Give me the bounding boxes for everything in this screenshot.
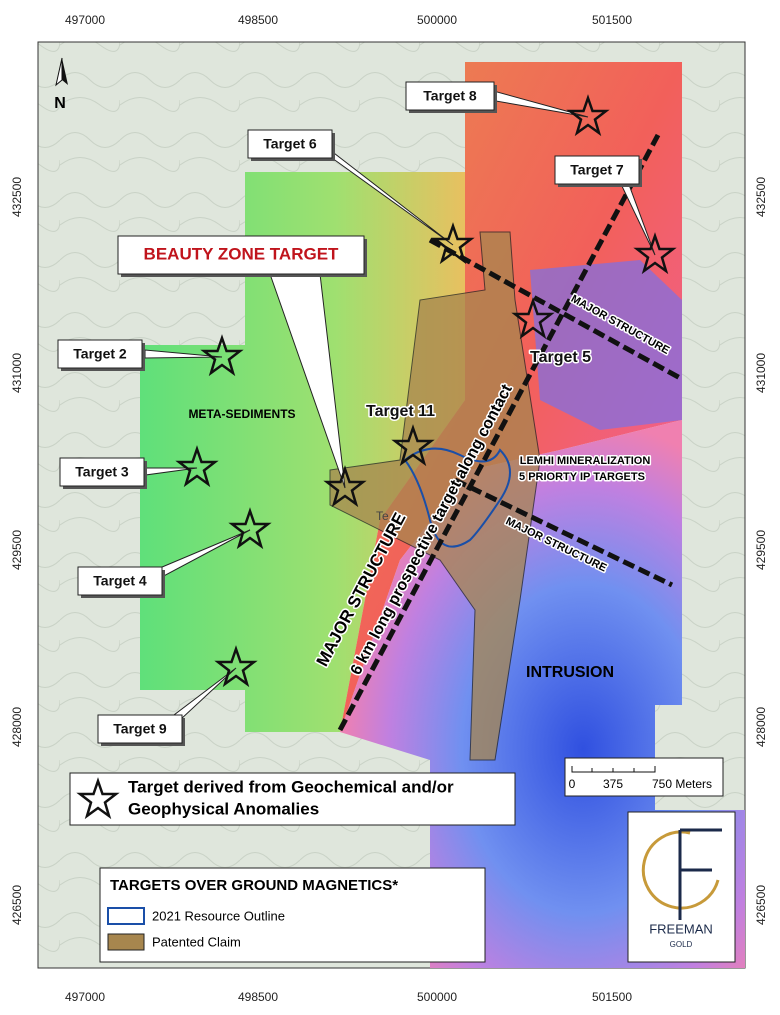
target-label: Target 8	[423, 88, 477, 104]
label-box	[97, 714, 183, 744]
target-label: Target 9	[113, 721, 167, 737]
logo-mark	[678, 828, 722, 920]
x-coord-label: 497000	[65, 13, 105, 27]
magnetics-west	[140, 172, 465, 732]
y-coord-label: 428000	[10, 707, 24, 747]
legend-swatch	[107, 907, 145, 925]
legend-text: Target derived from Geochemical and/or	[128, 777, 454, 796]
x-coord-label: 501500	[592, 990, 632, 1004]
label-box	[117, 235, 365, 275]
x-coord-label: 500000	[417, 990, 457, 1004]
y-coord-label: 426500	[754, 885, 768, 925]
logo-name: FREEMAN	[649, 921, 713, 936]
structure-line	[453, 477, 674, 588]
label-box	[59, 457, 145, 487]
target-label: Target 6	[263, 136, 317, 152]
target-label: Target 7	[570, 162, 624, 178]
annotation: INTRUSION	[526, 664, 614, 681]
annotation: META-SEDIMENTS	[188, 407, 295, 421]
y-coord-label: 426500	[10, 885, 24, 925]
patented-claim	[329, 231, 541, 761]
legend-title: TARGETS OVER GROUND MAGNETICS*	[110, 877, 398, 894]
label-box	[405, 81, 495, 111]
legend	[99, 867, 486, 963]
star-legend	[69, 772, 516, 826]
y-coord-label: 428000	[754, 707, 768, 747]
y-coord-label: 431000	[754, 353, 768, 393]
structure-line	[337, 133, 661, 732]
beauty-zone-label: BEAUTY ZONE TARGET	[144, 244, 339, 263]
y-coord-label: 429500	[10, 530, 24, 570]
annotation: Te	[376, 509, 389, 523]
annotation: LEMHI MINERALIZATION	[520, 455, 651, 467]
coordinates: 497000 497000 498500 498500 500000 500000 5015…	[10, 13, 768, 1004]
target-stars	[175, 94, 677, 688]
scale-label: 375	[603, 777, 623, 791]
target-star	[323, 465, 367, 508]
y-coord-label: 432500	[10, 177, 24, 217]
resource-outline	[404, 447, 511, 548]
legend-text: Geophysical Anomalies	[128, 799, 319, 818]
label-box	[247, 129, 333, 159]
x-coord-label: 497000	[65, 990, 105, 1004]
target-star	[633, 232, 677, 275]
target-star	[431, 222, 475, 265]
scale-bar	[564, 757, 724, 797]
y-coord-label: 431000	[10, 353, 24, 393]
legend-item: Patented Claim	[152, 934, 241, 949]
x-coord-label: 501500	[592, 13, 632, 27]
label-box	[57, 339, 143, 369]
annotation: 5 PRIORTY IP TARGETS	[519, 471, 645, 483]
x-coord-label: 498500	[238, 990, 278, 1004]
x-coord-label: 500000	[417, 13, 457, 27]
target-label: Target 4	[93, 573, 147, 589]
target-label: Target 11	[366, 403, 435, 420]
label-box	[554, 155, 640, 185]
target-star	[511, 297, 555, 340]
north-label: N	[54, 95, 66, 112]
target-label: Target 3	[75, 464, 129, 480]
legend-item: 2021 Resource Outline	[152, 908, 285, 923]
logo-mark	[641, 830, 720, 910]
y-coord-label: 429500	[754, 530, 768, 570]
scale-label: 750 Meters	[652, 777, 712, 791]
target-star	[200, 334, 244, 377]
target-label: Target 5	[530, 349, 591, 366]
structure-line	[428, 237, 682, 381]
north-arrow	[55, 57, 63, 87]
label-box	[77, 566, 163, 596]
scale-ticks	[571, 766, 656, 773]
target-star	[566, 94, 610, 137]
x-coord-label: 498500	[238, 13, 278, 27]
target-star	[175, 445, 219, 488]
target-label: Target 2	[73, 346, 127, 362]
north-arrow	[62, 58, 68, 85]
legend-star	[76, 777, 120, 820]
target-star	[228, 507, 272, 550]
logo-sub: GOLD	[670, 940, 693, 949]
target-star	[391, 424, 435, 467]
target-star	[214, 645, 258, 688]
scale-label: 0	[569, 777, 576, 791]
y-coord-label: 432500	[754, 177, 768, 217]
legend-swatch	[107, 933, 145, 951]
